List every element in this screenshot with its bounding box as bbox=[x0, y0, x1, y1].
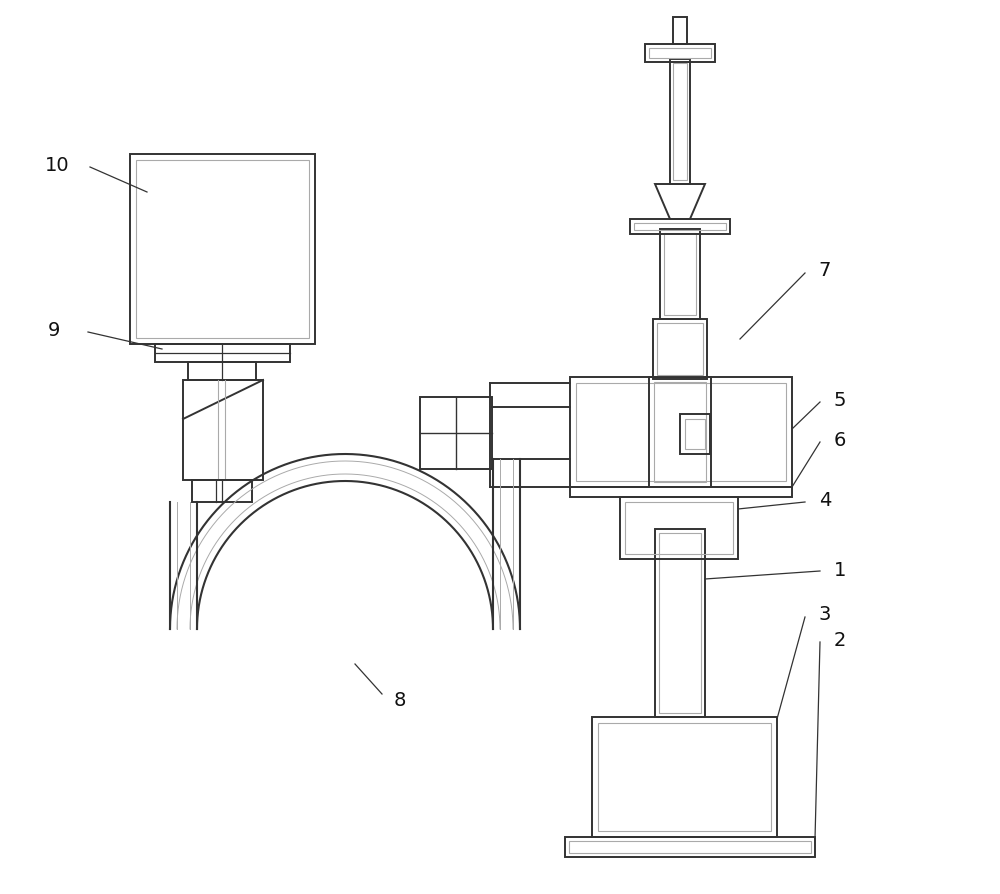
Bar bbox=[654, 383, 706, 483]
Text: 3: 3 bbox=[819, 605, 831, 624]
Bar bbox=[630, 220, 730, 235]
Bar bbox=[183, 381, 263, 480]
Bar bbox=[659, 534, 701, 713]
Text: 6: 6 bbox=[834, 430, 846, 449]
Bar bbox=[592, 717, 777, 837]
Bar bbox=[130, 155, 315, 344]
Bar bbox=[634, 224, 726, 231]
Bar bbox=[620, 497, 738, 560]
Bar bbox=[653, 320, 707, 380]
Bar bbox=[649, 49, 711, 59]
Bar bbox=[657, 324, 703, 375]
Text: 8: 8 bbox=[394, 690, 406, 709]
Bar bbox=[673, 64, 687, 181]
Bar bbox=[664, 233, 696, 316]
Text: 1: 1 bbox=[834, 560, 846, 578]
Bar bbox=[136, 161, 309, 339]
Bar bbox=[569, 841, 811, 853]
Bar bbox=[625, 502, 733, 554]
Text: 4: 4 bbox=[819, 490, 831, 509]
Bar bbox=[570, 487, 792, 497]
Bar bbox=[192, 480, 252, 502]
Text: 10: 10 bbox=[45, 156, 69, 174]
Bar bbox=[685, 419, 705, 450]
Bar bbox=[155, 344, 290, 363]
Bar bbox=[680, 415, 710, 454]
Bar bbox=[673, 18, 687, 45]
Bar bbox=[598, 723, 771, 831]
Text: 7: 7 bbox=[819, 260, 831, 279]
Text: 2: 2 bbox=[834, 629, 846, 649]
Bar bbox=[188, 363, 256, 381]
Text: 5: 5 bbox=[834, 390, 846, 409]
Bar bbox=[645, 45, 715, 63]
Bar bbox=[655, 529, 705, 717]
Bar bbox=[649, 377, 711, 487]
Bar bbox=[660, 230, 700, 320]
Bar bbox=[420, 398, 492, 469]
Bar bbox=[576, 384, 786, 482]
Bar bbox=[565, 837, 815, 857]
Bar bbox=[570, 377, 792, 487]
Bar bbox=[670, 60, 690, 185]
Text: 9: 9 bbox=[48, 320, 60, 339]
